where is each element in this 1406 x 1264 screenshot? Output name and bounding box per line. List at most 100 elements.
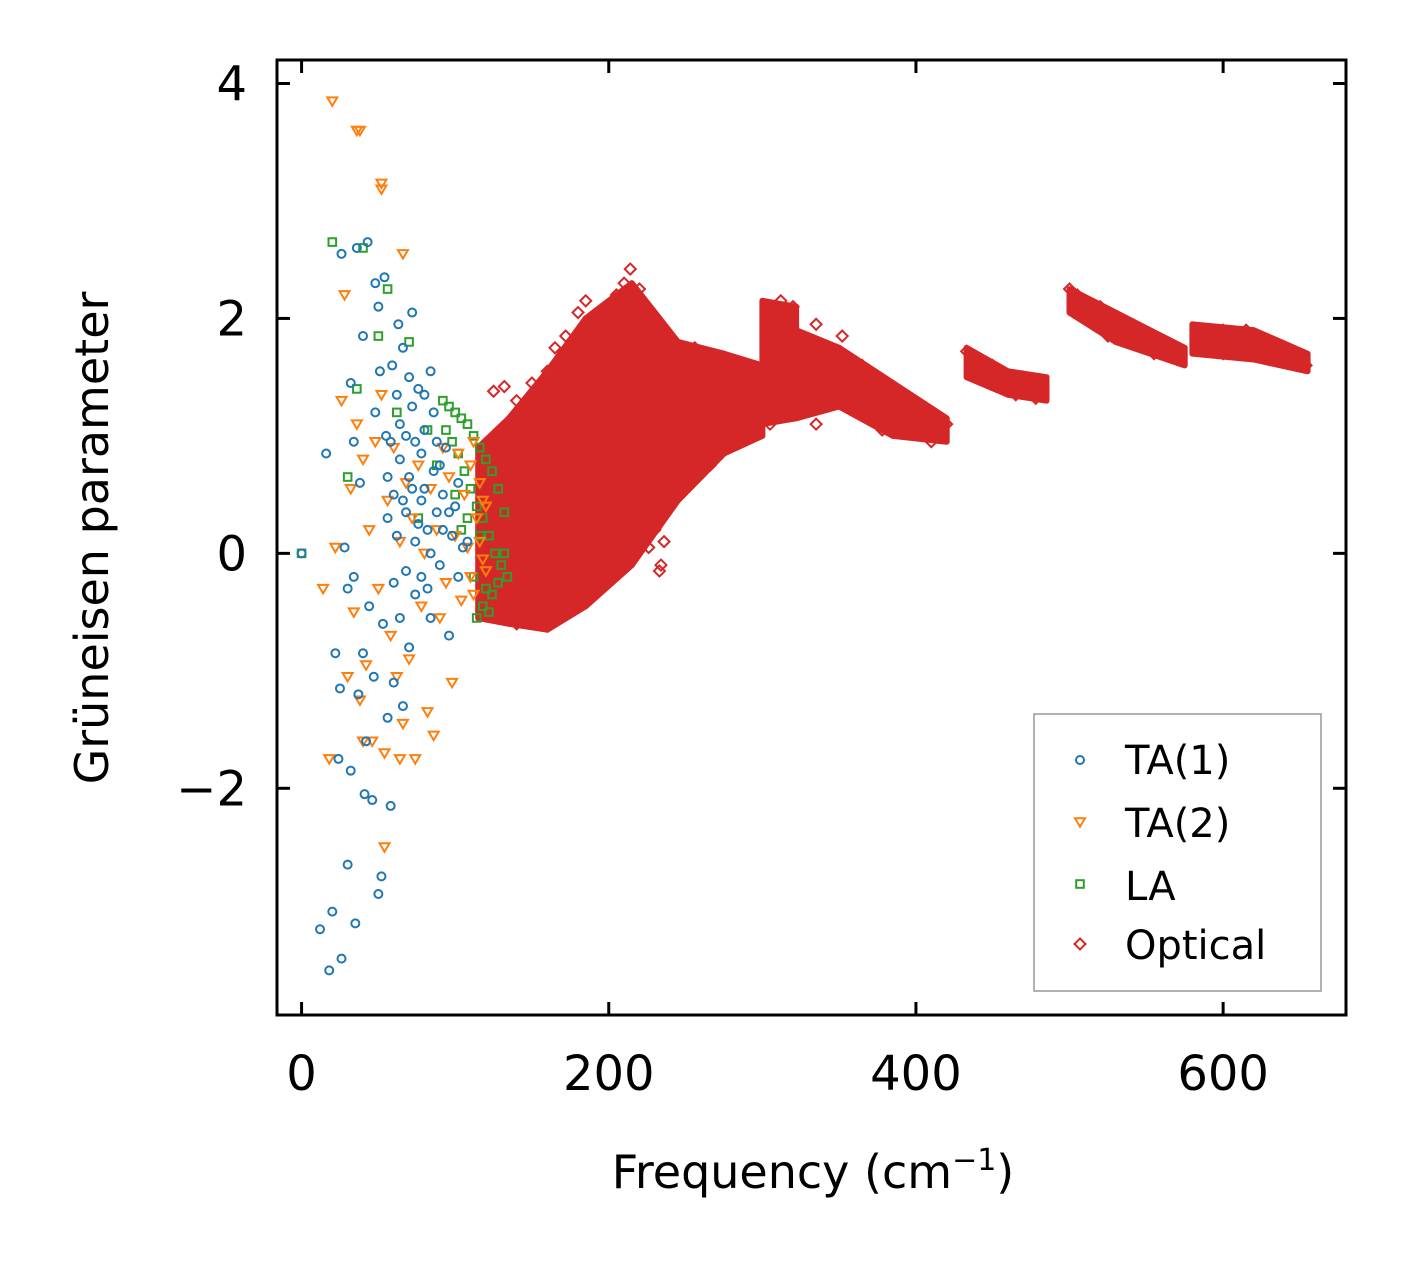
optical-point — [875, 423, 890, 437]
legend-entry-ta2: TA(2) — [1073, 801, 1230, 847]
optical-point — [924, 434, 939, 449]
optical-point — [743, 423, 757, 437]
optical-band — [505, 368, 551, 633]
la-point — [456, 413, 467, 424]
ta1-point — [444, 507, 455, 518]
legend-label-ta2: TA(2) — [1124, 801, 1230, 847]
ta2-point — [414, 601, 429, 613]
ta1-point — [382, 472, 393, 483]
ta1-point — [324, 965, 335, 976]
series-optical — [486, 262, 1313, 631]
optical-point — [690, 464, 705, 479]
ta1-point — [333, 753, 344, 764]
ta2-point — [433, 613, 447, 625]
ta1-point — [353, 689, 364, 700]
series-layer — [296, 96, 1313, 976]
optical-point — [1028, 391, 1043, 406]
optical-point — [743, 387, 757, 402]
optical-point — [1262, 352, 1277, 367]
axes-frame — [275, 58, 1348, 1017]
legend-marker-symbol — [1073, 817, 1087, 829]
ta1-point — [296, 548, 307, 559]
y-tick-label: −2 — [176, 761, 247, 817]
la-point — [373, 331, 384, 341]
series-ta1 — [296, 237, 473, 976]
optical-point — [939, 417, 954, 432]
ta1-point — [336, 248, 347, 259]
la-point — [465, 483, 476, 494]
optical-point — [1170, 346, 1184, 361]
x-axis-label-exponent: −1 — [952, 1143, 996, 1178]
optical-band — [1112, 309, 1188, 369]
optical-point — [1070, 288, 1085, 302]
ta1-point — [358, 331, 369, 342]
ta1-point — [401, 507, 412, 518]
optical-point — [773, 293, 788, 308]
ta1-point — [379, 272, 390, 283]
ta2-point — [420, 707, 435, 719]
optical-point — [641, 540, 656, 555]
optical-point — [497, 379, 512, 394]
ta1-point — [410, 436, 421, 447]
ta1-point — [370, 278, 381, 289]
ta1-point — [364, 601, 375, 612]
ta1-point — [382, 712, 393, 723]
optical-point — [916, 405, 931, 420]
x-tick-label: 200 — [563, 1046, 655, 1102]
plot-frame — [275, 58, 1348, 1017]
la-point — [392, 407, 402, 418]
la-point — [327, 237, 338, 247]
ta1-point — [362, 237, 373, 248]
la-point — [471, 613, 482, 623]
ta1-point — [462, 536, 473, 547]
ta1-point — [416, 571, 427, 582]
ta2-point — [457, 489, 472, 502]
optical-point — [878, 376, 893, 390]
ta1-point — [397, 495, 408, 506]
la-point — [438, 395, 448, 406]
ta1-point — [345, 378, 356, 389]
optical-point — [786, 299, 800, 314]
ta1-point — [440, 442, 451, 453]
optical-point — [763, 417, 777, 432]
optical-point — [786, 405, 800, 420]
ta2-point — [463, 572, 478, 584]
legend-box — [1033, 713, 1322, 992]
la-point — [462, 419, 473, 429]
ta1-point — [404, 642, 415, 653]
la-point — [459, 466, 470, 476]
optical-point — [571, 587, 585, 602]
ta2-point — [460, 542, 475, 555]
ta2-point — [476, 554, 490, 566]
optical-point — [632, 282, 647, 296]
ta1-point — [348, 571, 359, 582]
ta1-point — [397, 342, 408, 353]
la-point — [490, 548, 500, 559]
ta1-point — [434, 560, 445, 571]
series-la — [296, 237, 513, 623]
ta2-point — [383, 630, 398, 643]
ta2-point — [374, 390, 389, 402]
la-point — [471, 501, 482, 512]
legend-label-ta1: TA(1) — [1124, 738, 1230, 784]
ta1-point — [387, 360, 398, 371]
ta2-point — [402, 654, 416, 666]
optical-point — [1285, 344, 1300, 359]
ta2-point — [325, 96, 340, 108]
la-point — [352, 384, 362, 394]
optical-point — [617, 276, 632, 291]
ta1-point — [437, 524, 448, 535]
optical-band — [759, 297, 800, 428]
ta1-point — [374, 366, 385, 377]
optical-point — [614, 534, 628, 549]
ta2-point — [451, 448, 465, 461]
la-point — [447, 436, 457, 447]
ta1-point — [404, 472, 415, 483]
ta2-point — [374, 184, 389, 196]
ta2-point — [469, 513, 484, 525]
ta1-point — [397, 701, 408, 712]
ta1-point — [388, 677, 399, 688]
la-point — [444, 401, 454, 412]
optical-point — [586, 317, 601, 332]
y-axis-label: Grüneisen parameter — [65, 291, 119, 784]
